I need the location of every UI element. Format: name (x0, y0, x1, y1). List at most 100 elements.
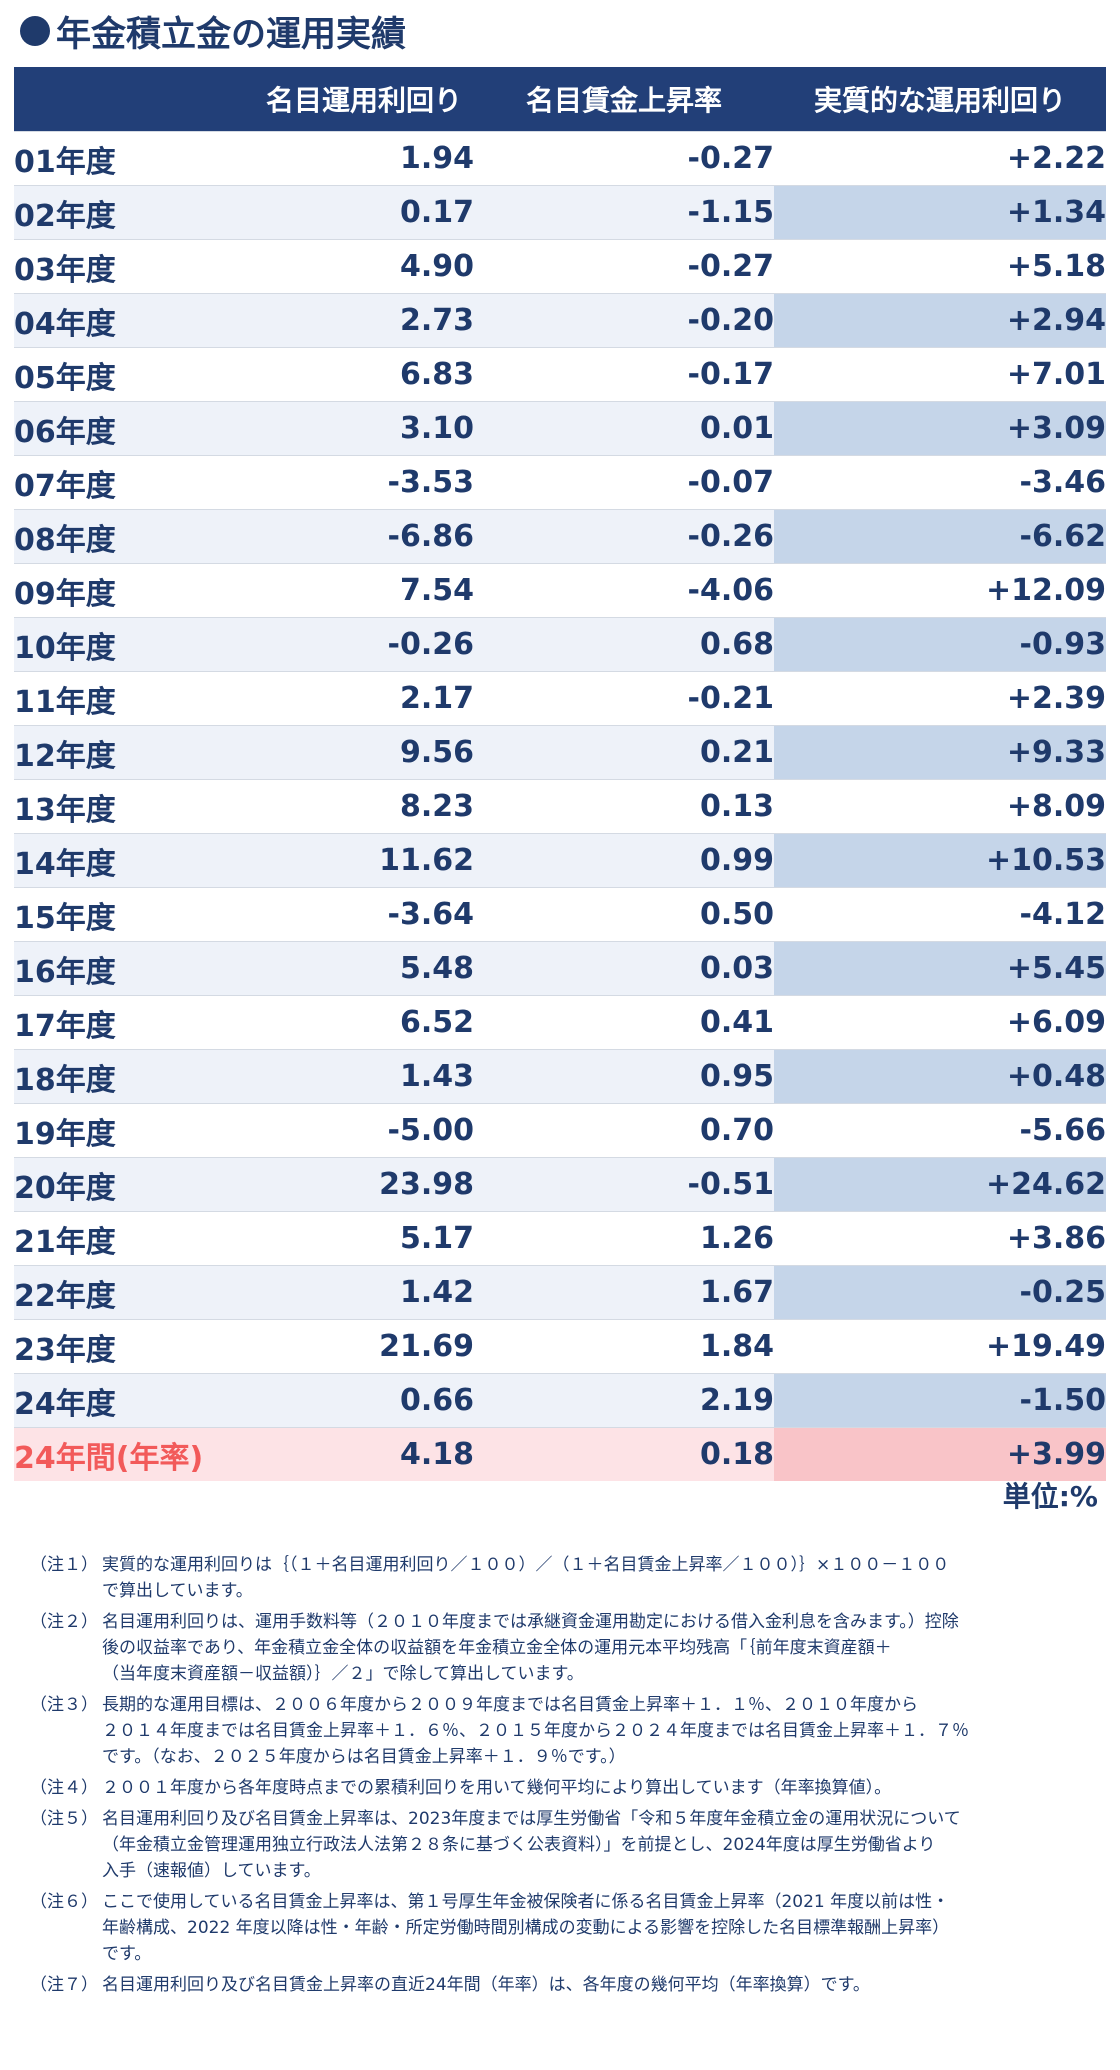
cell-nominal-wage: 0.99 (474, 833, 774, 888)
table-row: 06年度 3.10 0.01 +3.09 (14, 401, 1106, 456)
table-row: 08年度 -6.86 -0.26 -6.62 (14, 509, 1106, 564)
table-row: 04年度 2.73 -0.20 +2.94 (14, 293, 1106, 348)
cell-nominal-wage: -4.06 (474, 563, 774, 618)
cell-real-return: +2.22 (774, 131, 1106, 186)
note-text: 名目運用利回り及び名目賃金上昇率の直近24年間（年率）は、各年度の幾何平均（年率… (102, 1975, 870, 1995)
cell-year: 24年間(年率) (14, 1427, 254, 1481)
cell-real-return: +10.53 (774, 833, 1106, 888)
cell-nominal-return: 6.83 (254, 347, 474, 402)
cell-real-return: +5.18 (774, 239, 1106, 294)
table-row: 02年度 0.17 -1.15 +1.34 (14, 185, 1106, 240)
note-label: （注４） (30, 1778, 98, 1798)
cell-nominal-wage: 0.95 (474, 1049, 774, 1104)
cell-nominal-return: -3.53 (254, 455, 474, 510)
table-row: 05年度 6.83 -0.17 +7.01 (14, 347, 1106, 402)
cell-nominal-wage: -0.27 (474, 239, 774, 294)
cell-nominal-wage: -1.15 (474, 185, 774, 240)
table-row: 09年度 7.54 -4.06 +12.09 (14, 563, 1106, 618)
cell-real-return: -6.62 (774, 509, 1106, 564)
title-text: 年金積立金の運用実績 (56, 14, 407, 55)
table-row: 21年度 5.17 1.26 +3.86 (14, 1211, 1106, 1266)
note-label: （注６） (30, 1892, 98, 1912)
cell-real-return: +5.45 (774, 941, 1106, 996)
cell-nominal-wage: -0.51 (474, 1157, 774, 1212)
cell-year: 13年度 (14, 779, 254, 834)
cell-nominal-wage: -0.20 (474, 293, 774, 348)
cell-nominal-return: 4.90 (254, 239, 474, 294)
cell-real-return: -1.50 (774, 1373, 1106, 1428)
cell-nominal-wage: 0.50 (474, 887, 774, 942)
cell-nominal-wage: 1.84 (474, 1319, 774, 1374)
page-title: 年金積立金の運用実績 (20, 8, 407, 55)
cell-nominal-return: 21.69 (254, 1319, 474, 1374)
cell-nominal-return: 1.94 (254, 131, 474, 186)
cell-nominal-wage: -0.27 (474, 131, 774, 186)
cell-real-return: -3.46 (774, 455, 1106, 510)
cell-nominal-wage: 1.26 (474, 1211, 774, 1266)
table-header-row: 名目運用利回り 名目賃金上昇率 実質的な運用利回り (14, 67, 1106, 132)
cell-real-return: +9.33 (774, 725, 1106, 780)
cell-nominal-return: 6.52 (254, 995, 474, 1050)
cell-year: 07年度 (14, 455, 254, 510)
note-item: （注３） 長期的な運用目標は、２００６年度から２００９年度までは名目賃金上昇率＋１… (30, 1692, 1090, 1770)
cell-year: 23年度 (14, 1319, 254, 1374)
cell-nominal-return: 0.66 (254, 1373, 474, 1428)
note-text: 長期的な運用目標は、２００６年度から２００９年度までは名目賃金上昇率＋１．１％、… (102, 1695, 969, 1767)
cell-real-return: +7.01 (774, 347, 1106, 402)
cell-year: 15年度 (14, 887, 254, 942)
cell-year: 14年度 (14, 833, 254, 888)
cell-nominal-return: 5.48 (254, 941, 474, 996)
cell-real-return: +2.94 (774, 293, 1106, 348)
cell-real-return: -0.25 (774, 1265, 1106, 1320)
table-row: 20年度 23.98 -0.51 +24.62 (14, 1157, 1106, 1212)
cell-nominal-return: 3.10 (254, 401, 474, 456)
header-nominal-return: 名目運用利回り (254, 67, 474, 132)
notes-section: （注１） 実質的な運用利回りは｛（１＋名目運用利回り／１００）／（１＋名目賃金上昇… (30, 1552, 1090, 2003)
cell-year: 08年度 (14, 509, 254, 564)
cell-real-return: +6.09 (774, 995, 1106, 1050)
note-item: （注５） 名目運用利回り及び名目賃金上昇率は、2023年度までは厚生労働省「令和５… (30, 1806, 1090, 1884)
cell-real-return: +2.39 (774, 671, 1106, 726)
cell-nominal-return: 1.43 (254, 1049, 474, 1104)
note-label: （注５） (30, 1809, 98, 1829)
note-item: （注１） 実質的な運用利回りは｛（１＋名目運用利回り／１００）／（１＋名目賃金上昇… (30, 1552, 1090, 1604)
cell-nominal-wage: 2.19 (474, 1373, 774, 1428)
header-real-return: 実質的な運用利回り (774, 67, 1106, 132)
cell-year: 19年度 (14, 1103, 254, 1158)
cell-nominal-wage: 0.18 (474, 1427, 774, 1481)
note-text: ここで使用している名目賃金上昇率は、第１号厚生年金被保険者に係る名目賃金上昇率（… (102, 1892, 950, 1964)
cell-nominal-return: 5.17 (254, 1211, 474, 1266)
cell-nominal-return: -6.86 (254, 509, 474, 564)
cell-real-return: -4.12 (774, 887, 1106, 942)
cell-real-return: +12.09 (774, 563, 1106, 618)
note-text: ２００１年度から各年度時点までの累積利回りを用いて幾何平均により算出しています（… (102, 1778, 892, 1798)
cell-nominal-return: 9.56 (254, 725, 474, 780)
cell-nominal-wage: 1.67 (474, 1265, 774, 1320)
note-item: （注６） ここで使用している名目賃金上昇率は、第１号厚生年金被保険者に係る名目賃金… (30, 1889, 1090, 1967)
cell-year: 24年度 (14, 1373, 254, 1428)
note-label: （注１） (30, 1555, 98, 1575)
cell-year: 05年度 (14, 347, 254, 402)
cell-nominal-return: 7.54 (254, 563, 474, 618)
cell-real-return: +24.62 (774, 1157, 1106, 1212)
table-row: 17年度 6.52 0.41 +6.09 (14, 995, 1106, 1050)
cell-year: 09年度 (14, 563, 254, 618)
cell-year: 11年度 (14, 671, 254, 726)
cell-real-return: -0.93 (774, 617, 1106, 672)
note-text: 実質的な運用利回りは｛（１＋名目運用利回り／１００）／（１＋名目賃金上昇率／１０… (102, 1555, 950, 1601)
table-row: 18年度 1.43 0.95 +0.48 (14, 1049, 1106, 1104)
table-row: 24年度 0.66 2.19 -1.50 (14, 1373, 1106, 1428)
cell-nominal-wage: -0.26 (474, 509, 774, 564)
table-row-total: 24年間(年率) 4.18 0.18 +3.99 (14, 1427, 1106, 1481)
cell-year: 21年度 (14, 1211, 254, 1266)
cell-nominal-return: -5.00 (254, 1103, 474, 1158)
cell-year: 01年度 (14, 131, 254, 186)
cell-nominal-wage: 0.41 (474, 995, 774, 1050)
cell-nominal-return: 2.73 (254, 293, 474, 348)
cell-year: 16年度 (14, 941, 254, 996)
cell-real-return: +19.49 (774, 1319, 1106, 1374)
cell-nominal-wage: 0.13 (474, 779, 774, 834)
cell-nominal-return: -0.26 (254, 617, 474, 672)
bullet-dot-icon (20, 16, 50, 46)
note-label: （注２） (30, 1612, 98, 1632)
